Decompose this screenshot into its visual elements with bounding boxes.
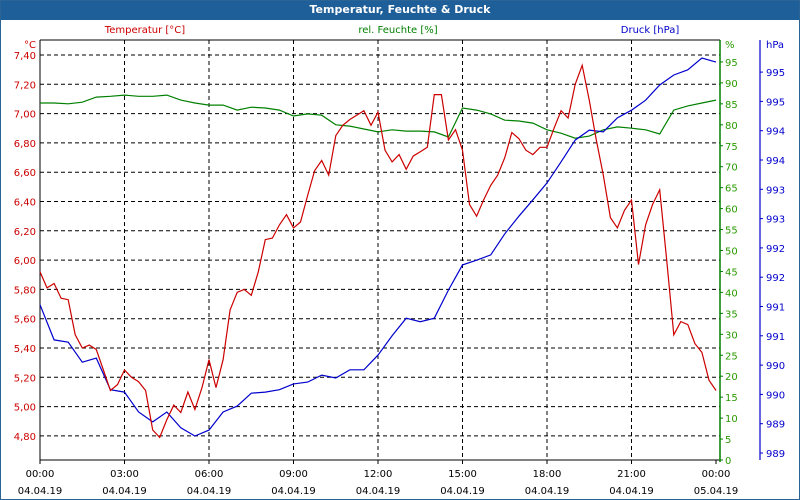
- temperature-tick-label: 6,00: [14, 256, 36, 267]
- x-tick-time: 21:00: [617, 469, 646, 480]
- pressure-tick-label: 995: [766, 68, 785, 79]
- humidity-tick-label: 70: [725, 163, 738, 174]
- x-tick-time: 06:00: [195, 469, 224, 480]
- humidity-tick-label: 15: [725, 393, 738, 404]
- pressure-unit-label: hPa: [766, 40, 784, 51]
- humidity-unit-label: %: [725, 40, 735, 51]
- humidity-tick-label: 90: [725, 79, 738, 90]
- humidity-tick-label: 0: [725, 456, 731, 467]
- humidity-tick-label: 55: [725, 226, 738, 237]
- pressure-tick-label: 995: [766, 97, 785, 108]
- pressure-tick-label: 994: [766, 156, 785, 167]
- temperature-tick-label: 4,80: [14, 432, 36, 443]
- temperature-tick-label: 5,20: [14, 373, 36, 384]
- temperature-tick-label: 6,80: [14, 139, 36, 150]
- humidity-series-line: [40, 94, 717, 139]
- pressure-tick-label: 989: [766, 449, 785, 460]
- x-tick-time: 00:00: [26, 469, 55, 480]
- temperature-series-label: Temperatur [°C]: [104, 25, 185, 36]
- x-tick-date: 04.04.19: [356, 486, 401, 497]
- x-tick-time: 12:00: [364, 469, 393, 480]
- x-tick-date: 04.04.19: [187, 486, 232, 497]
- window-title: Temperatur, Feuchte & Druck: [1, 1, 799, 20]
- x-tick-date: 04.04.19: [102, 486, 147, 497]
- pressure-series-line: [39, 57, 717, 437]
- x-tick-date: 04.04.19: [440, 486, 485, 497]
- x-tick-date: 04.04.19: [609, 486, 654, 497]
- pressure-tick-label: 991: [766, 332, 785, 343]
- temperature-tick-label: 5,40: [14, 344, 36, 355]
- x-tick-time: 09:00: [279, 469, 308, 480]
- pressure-tick-label: 993: [766, 185, 785, 196]
- temperature-tick-label: 5,00: [14, 403, 36, 414]
- temperature-unit-label: °C: [24, 40, 36, 51]
- humidity-tick-label: 60: [725, 205, 738, 216]
- x-tick-time: 00:00: [702, 469, 731, 480]
- pressure-tick-label: 992: [766, 244, 785, 255]
- humidity-tick-label: 25: [725, 351, 738, 362]
- humidity-tick-label: 30: [725, 330, 738, 341]
- temperature-tick-label: 6,20: [14, 227, 36, 238]
- temperature-tick-label: 7,40: [14, 51, 36, 62]
- temperature-tick-label: 7,00: [14, 110, 36, 121]
- humidity-tick-label: 40: [725, 288, 738, 299]
- humidity-tick-label: 50: [725, 247, 738, 258]
- x-tick-time: 15:00: [448, 469, 477, 480]
- humidity-tick-label: 10: [725, 414, 738, 425]
- x-tick-time: 03:00: [110, 469, 139, 480]
- temperature-tick-label: 5,60: [14, 315, 36, 326]
- pressure-tick-label: 989: [766, 420, 785, 431]
- humidity-tick-label: 20: [725, 372, 738, 383]
- pressure-tick-label: 993: [766, 215, 785, 226]
- humidity-tick-label: 5: [725, 435, 731, 446]
- humidity-tick-label: 65: [725, 184, 738, 195]
- x-tick-date: 04.04.19: [525, 486, 570, 497]
- x-tick-date: 04.04.19: [18, 486, 63, 497]
- temperature-tick-label: 6,60: [14, 168, 36, 179]
- pressure-tick-label: 991: [766, 303, 785, 314]
- humidity-tick-label: 95: [725, 58, 738, 69]
- pressure-tick-label: 990: [766, 361, 785, 372]
- x-tick-time: 18:00: [533, 469, 562, 480]
- temperature-series-line: [39, 63, 717, 439]
- pressure-tick-label: 990: [766, 390, 785, 401]
- humidity-tick-label: 35: [725, 309, 738, 320]
- humidity-tick-label: 75: [725, 142, 738, 153]
- humidity-tick-label: 45: [725, 267, 738, 278]
- humidity-tick-label: 85: [725, 100, 738, 111]
- humidity-series-label: rel. Feuchte [%]: [358, 25, 437, 36]
- temperature-tick-label: 6,40: [14, 198, 36, 209]
- pressure-tick-label: 994: [766, 127, 785, 138]
- x-tick-date: 04.04.19: [271, 486, 316, 497]
- x-tick-date: 05.04.19: [694, 486, 739, 497]
- humidity-tick-label: 80: [725, 121, 738, 132]
- pressure-tick-label: 992: [766, 273, 785, 284]
- temperature-tick-label: 7,20: [14, 80, 36, 91]
- pressure-series-label: Druck [hPa]: [621, 25, 680, 36]
- temperature-tick-label: 5,80: [14, 285, 36, 296]
